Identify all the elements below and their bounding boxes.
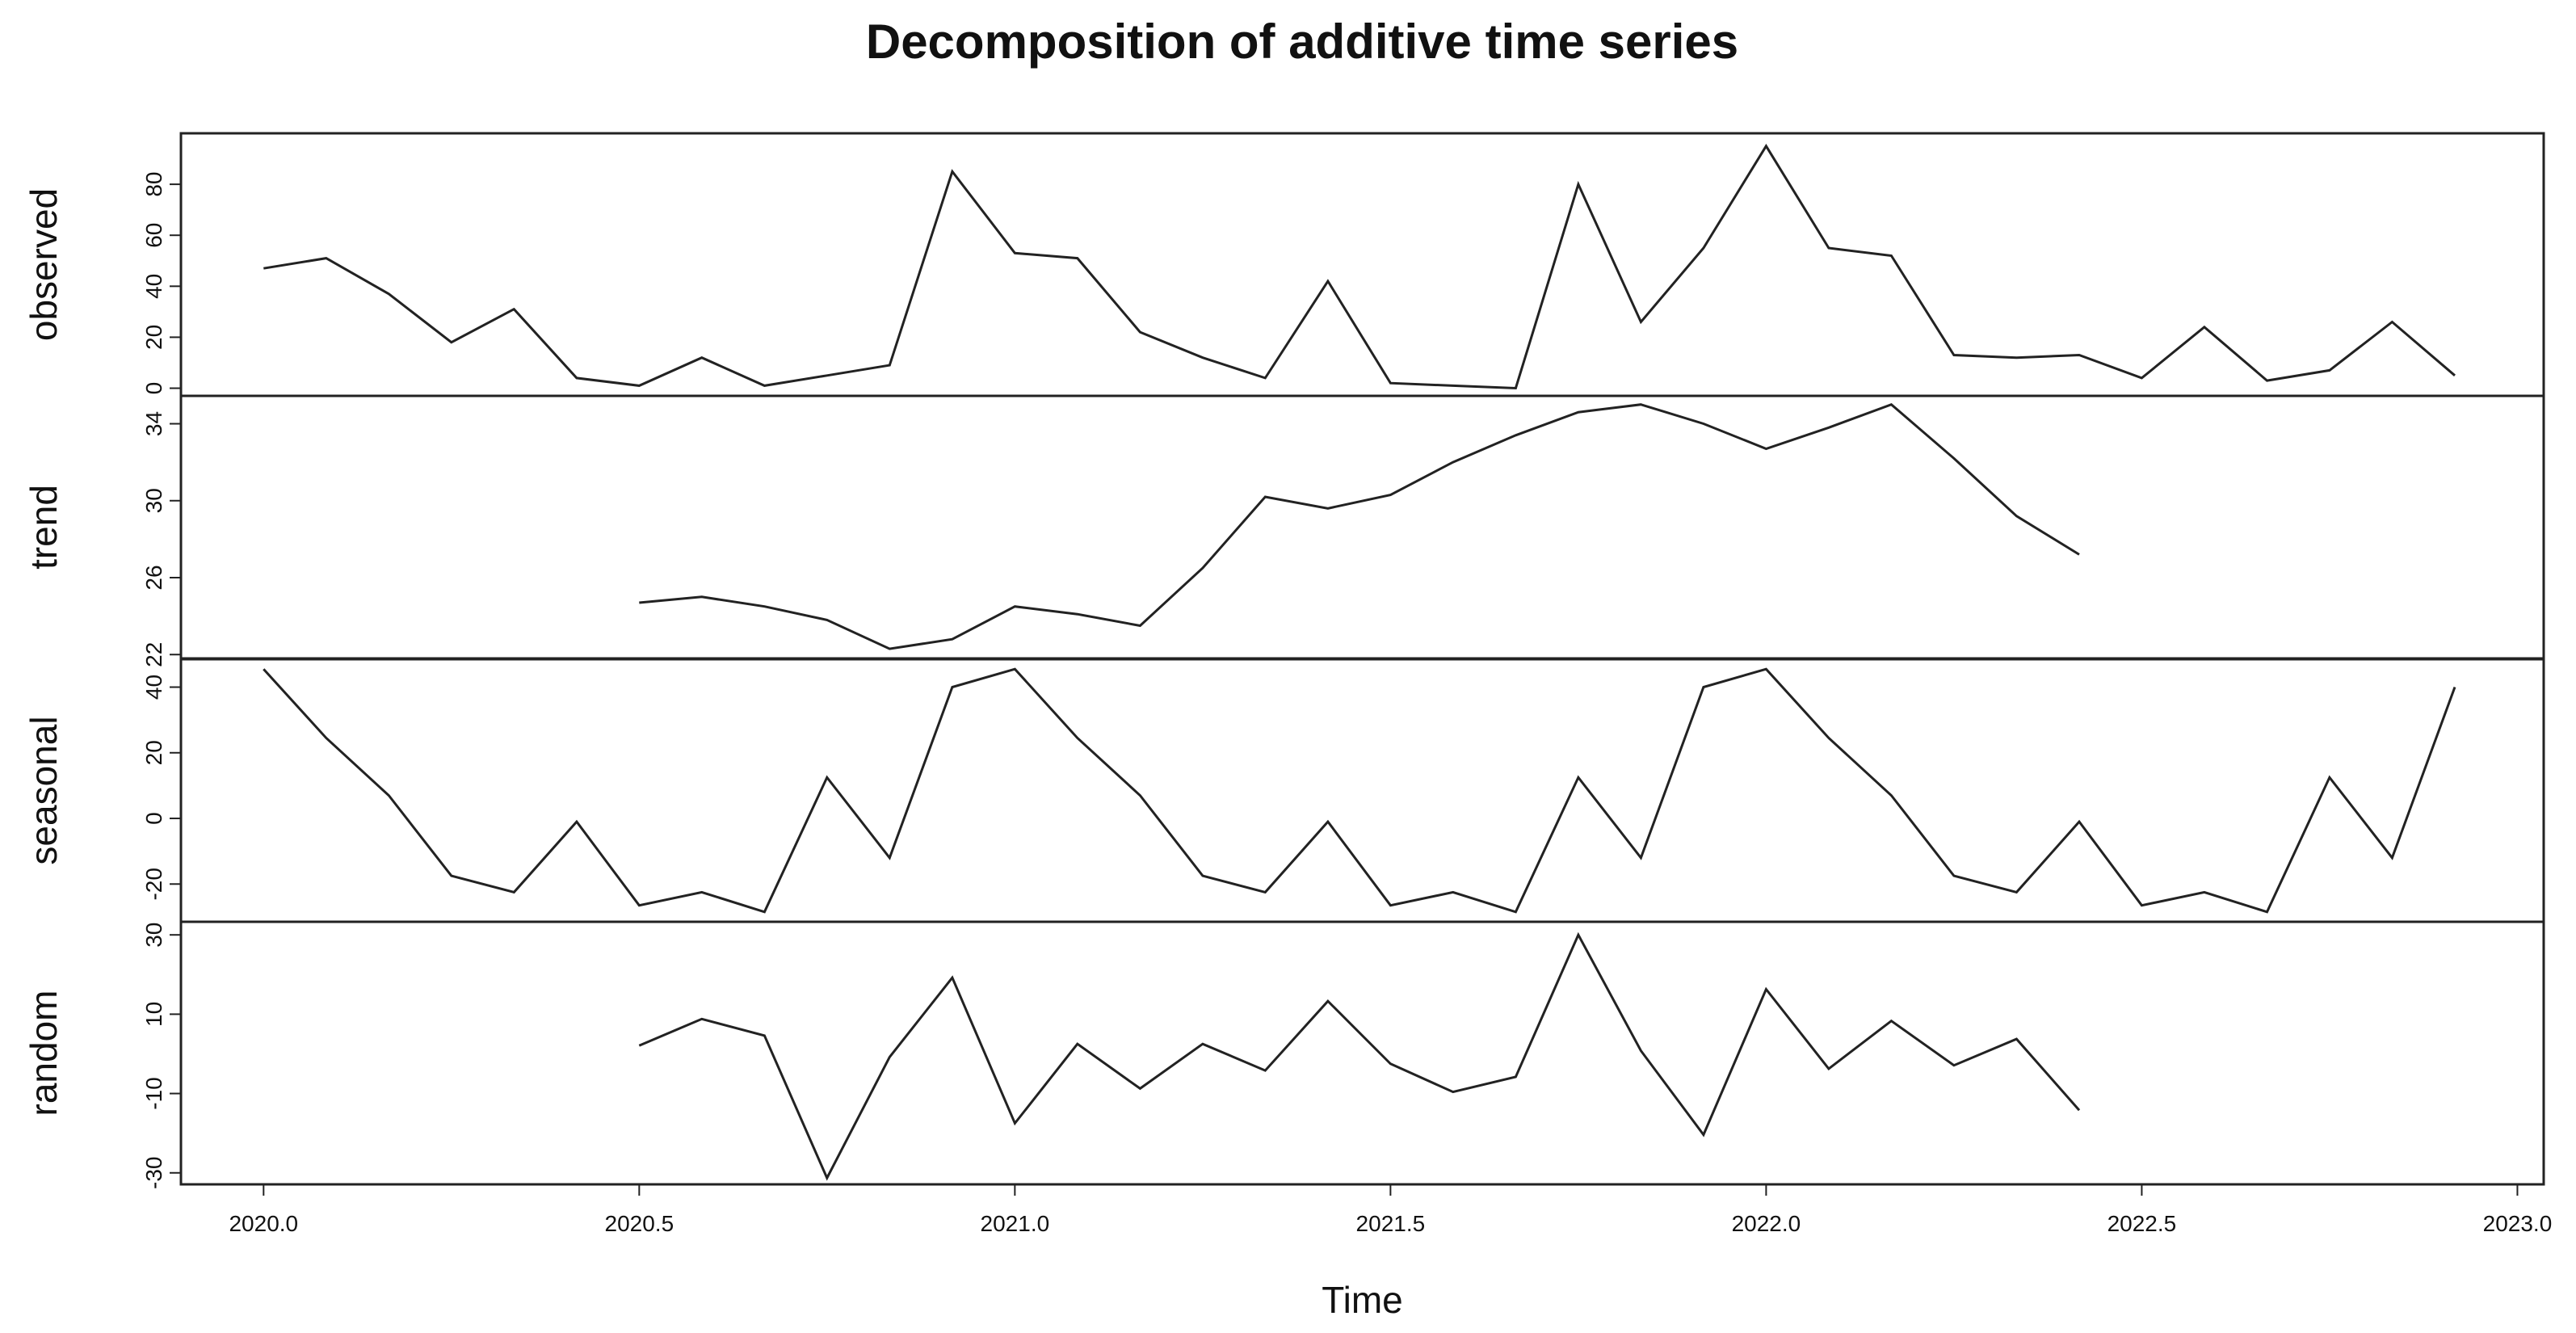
y-tick-label: 40 bbox=[141, 274, 166, 299]
series-line bbox=[263, 143, 2456, 390]
y-tick-label: -20 bbox=[141, 868, 166, 900]
panel-frame bbox=[179, 920, 2545, 1186]
y-axis-label: seasonal bbox=[23, 716, 65, 864]
x-tick-label: 2021.5 bbox=[1356, 1211, 1426, 1236]
series-line bbox=[638, 931, 2081, 1181]
panel-frame bbox=[179, 658, 2545, 923]
y-tick-label: 20 bbox=[141, 325, 166, 350]
y-tick-label: 10 bbox=[141, 1002, 166, 1027]
x-tick-label: 2020.0 bbox=[229, 1211, 298, 1236]
y-tick-label: 22 bbox=[141, 642, 166, 667]
panel-frame bbox=[179, 394, 2545, 660]
x-tick-label: 2020.5 bbox=[605, 1211, 674, 1236]
x-tick-label: 2022.5 bbox=[2107, 1211, 2177, 1236]
y-axis-label: trend bbox=[23, 485, 65, 570]
chart-title: Decomposition of additive time series bbox=[866, 15, 1738, 69]
x-tick-label: 2022.0 bbox=[1732, 1211, 1801, 1236]
y-axis-label: random bbox=[23, 990, 65, 1116]
y-tick-label: 40 bbox=[141, 675, 166, 700]
x-axis-label: Time bbox=[1322, 1279, 1403, 1321]
x-tick-label: 2023.0 bbox=[2483, 1211, 2553, 1236]
y-tick-label: 0 bbox=[141, 382, 166, 395]
y-axis-label: observed bbox=[23, 188, 65, 341]
series-line bbox=[639, 402, 2080, 650]
series-line bbox=[263, 667, 2456, 914]
y-tick-label: 0 bbox=[141, 812, 166, 825]
y-tick-label: 30 bbox=[141, 488, 166, 513]
y-tick-label: 20 bbox=[141, 740, 166, 765]
y-tick-label: 30 bbox=[141, 923, 166, 948]
y-tick-label: -10 bbox=[141, 1077, 166, 1109]
y-tick-label: -30 bbox=[141, 1157, 166, 1189]
y-tick-label: 80 bbox=[141, 172, 166, 197]
y-tick-label: 26 bbox=[141, 565, 166, 590]
panel-frame bbox=[179, 132, 2545, 397]
y-tick-label: 60 bbox=[141, 223, 166, 248]
x-tick-label: 2021.0 bbox=[981, 1211, 1050, 1236]
y-tick-label: 34 bbox=[141, 411, 166, 436]
